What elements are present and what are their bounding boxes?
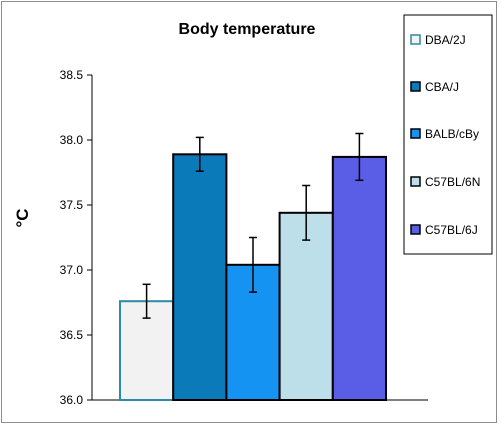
bars	[119, 153, 387, 402]
y-tick-label: 38.5	[60, 68, 84, 82]
bar-cba-j	[172, 153, 228, 401]
legend-label: C57BL/6N	[425, 175, 480, 189]
y-tick-label: 37.5	[60, 198, 84, 212]
error-bars	[142, 132, 364, 319]
legend-swatch	[410, 224, 421, 235]
y-tick-label: 36.0	[60, 393, 84, 407]
bar-c57bl-6n	[278, 211, 334, 401]
legend-swatch	[410, 128, 421, 139]
legend-label: DBA/2J	[425, 33, 466, 47]
legend-swatch	[410, 176, 421, 187]
chart-title: Body temperature	[179, 21, 316, 38]
y-axis-label-group: °C	[13, 208, 32, 227]
legend: DBA/2J CBA/J BALB/cBy C57BL/6N C57BL/6J	[403, 14, 493, 255]
legend-label: C57BL/6J	[425, 223, 478, 237]
y-axis-label: °C	[13, 208, 32, 227]
bar-c57bl-6j	[331, 155, 387, 401]
legend-label: CBA/J	[425, 80, 459, 94]
y-tick-label: 37.0	[60, 263, 84, 277]
legend-swatch	[410, 81, 421, 92]
y-tick-label: 36.5	[60, 328, 84, 342]
legend-swatch	[410, 34, 421, 45]
y-tick-label: 38.0	[60, 133, 84, 147]
legend-label: BALB/cBy	[425, 127, 479, 141]
